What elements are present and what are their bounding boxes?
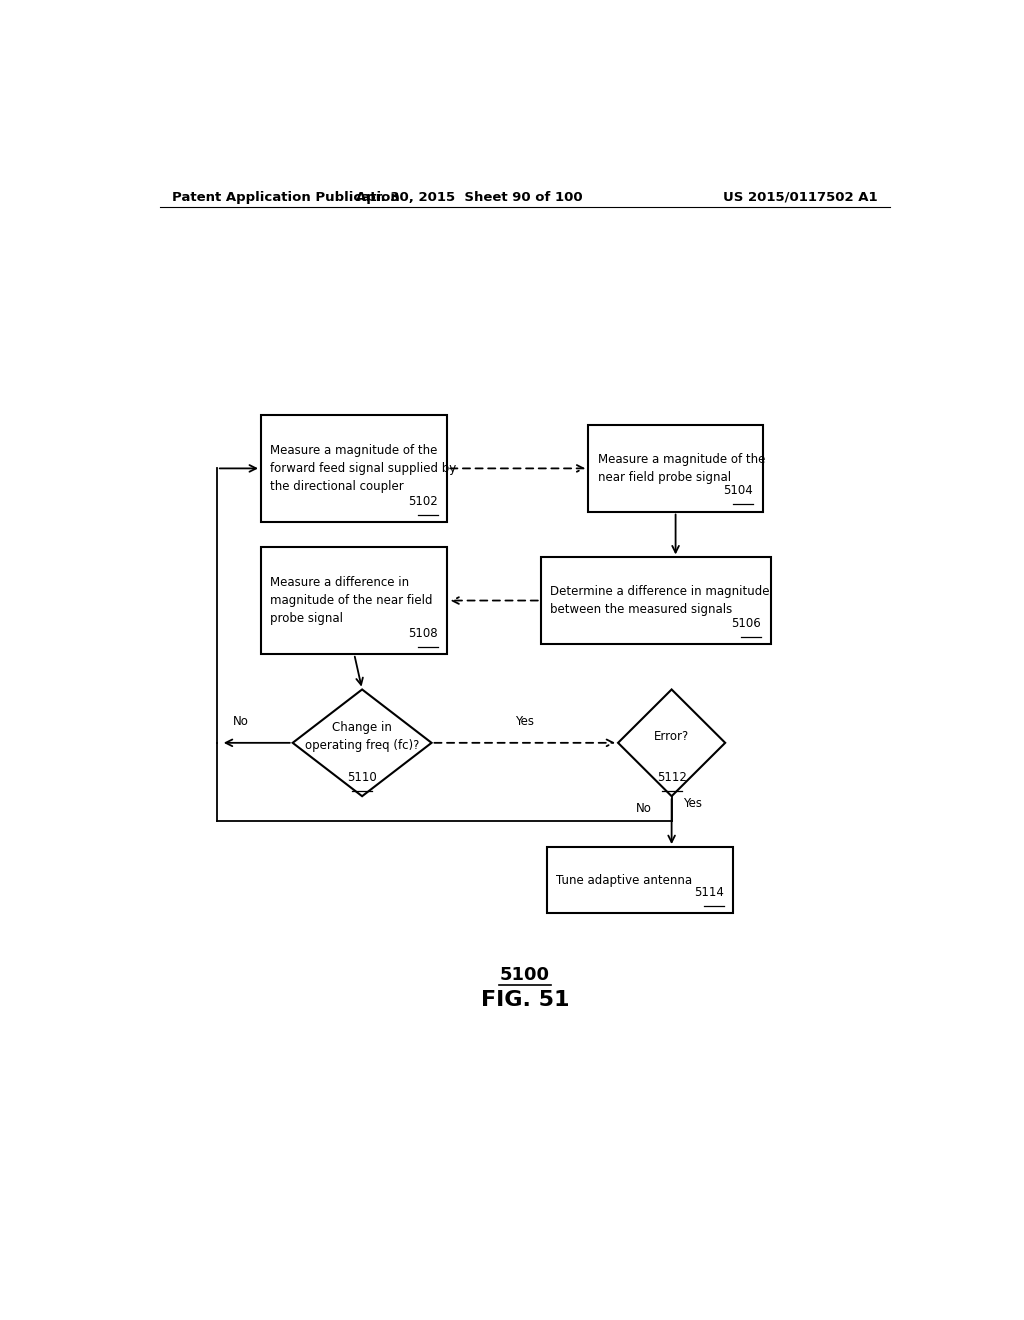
Text: US 2015/0117502 A1: US 2015/0117502 A1 xyxy=(723,190,878,203)
Text: 5102: 5102 xyxy=(409,495,438,507)
Text: the directional coupler: the directional coupler xyxy=(270,480,404,494)
Text: FIG. 51: FIG. 51 xyxy=(480,990,569,1010)
Text: Measure a magnitude of the: Measure a magnitude of the xyxy=(270,444,438,457)
Text: forward feed signal supplied by: forward feed signal supplied by xyxy=(270,462,457,475)
Polygon shape xyxy=(293,689,431,796)
Polygon shape xyxy=(618,689,725,796)
Text: magnitude of the near field: magnitude of the near field xyxy=(270,594,433,607)
Text: Determine a difference in magnitude: Determine a difference in magnitude xyxy=(550,585,770,598)
FancyBboxPatch shape xyxy=(261,548,447,653)
Text: probe signal: probe signal xyxy=(270,612,343,626)
Text: No: No xyxy=(232,714,249,727)
FancyBboxPatch shape xyxy=(588,425,763,512)
Text: Measure a difference in: Measure a difference in xyxy=(270,576,410,589)
FancyBboxPatch shape xyxy=(547,847,733,913)
Text: Tune adaptive antenna: Tune adaptive antenna xyxy=(556,874,692,887)
Text: 5114: 5114 xyxy=(693,886,724,899)
Text: Change in: Change in xyxy=(332,721,392,734)
Text: Patent Application Publication: Patent Application Publication xyxy=(172,190,399,203)
FancyBboxPatch shape xyxy=(541,557,771,644)
FancyBboxPatch shape xyxy=(261,414,447,521)
Text: Yes: Yes xyxy=(684,797,702,809)
Text: Error?: Error? xyxy=(654,730,689,743)
Text: 5110: 5110 xyxy=(347,771,377,784)
Text: operating freq (fc)?: operating freq (fc)? xyxy=(305,739,419,752)
Text: 5100: 5100 xyxy=(500,966,550,983)
Text: Yes: Yes xyxy=(515,714,535,727)
Text: 5112: 5112 xyxy=(656,771,686,784)
Text: Measure a magnitude of the: Measure a magnitude of the xyxy=(598,453,765,466)
Text: 5104: 5104 xyxy=(724,484,754,498)
Text: 5106: 5106 xyxy=(731,616,761,630)
Text: No: No xyxy=(636,803,652,816)
Text: Apr. 30, 2015  Sheet 90 of 100: Apr. 30, 2015 Sheet 90 of 100 xyxy=(356,190,583,203)
Text: 5108: 5108 xyxy=(409,627,438,640)
Text: near field probe signal: near field probe signal xyxy=(598,471,731,484)
Text: between the measured signals: between the measured signals xyxy=(550,603,732,616)
